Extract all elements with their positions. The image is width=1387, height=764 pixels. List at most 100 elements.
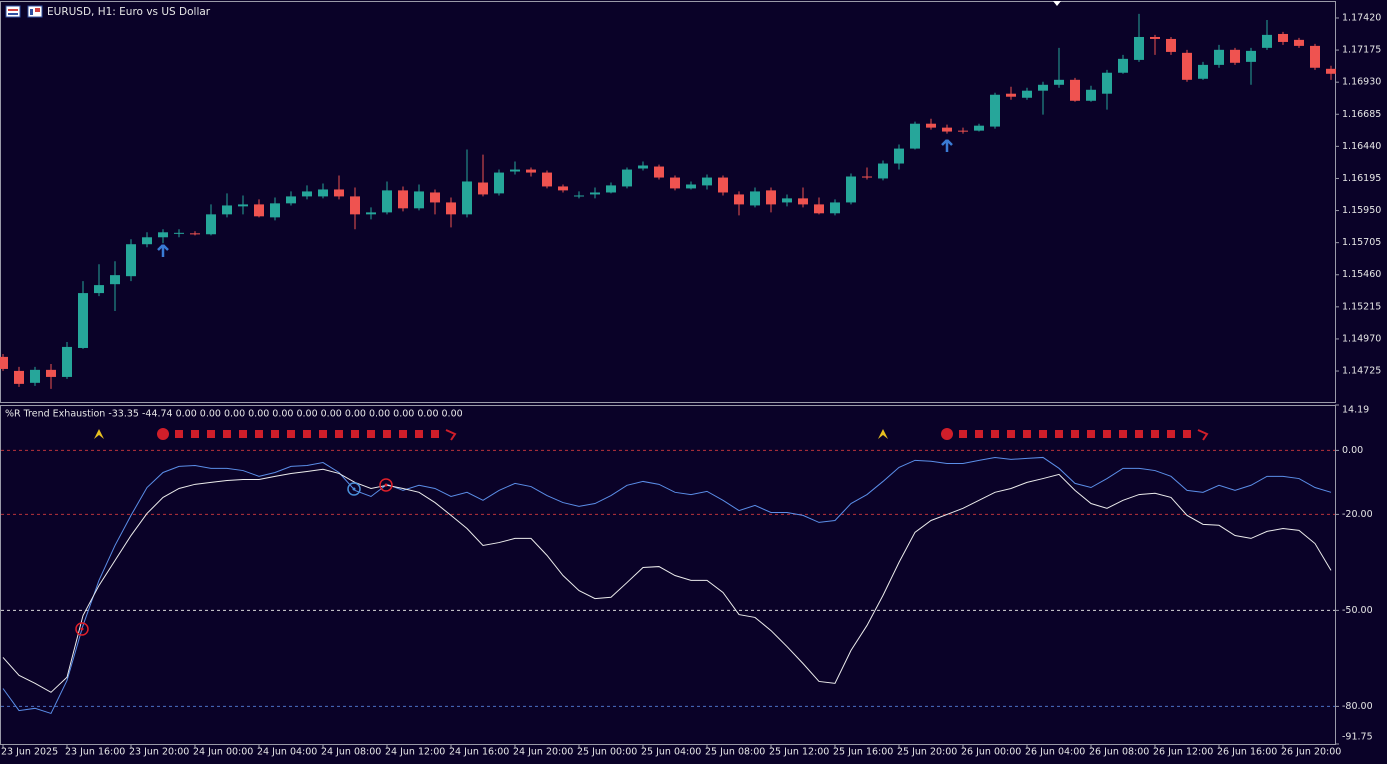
y-tick-label: 1.17420 xyxy=(1342,12,1381,23)
candle-body xyxy=(1326,68,1336,74)
x-tick-label: 23 Jun 20:00 xyxy=(129,747,189,758)
candle-body xyxy=(1118,58,1128,73)
candle-body xyxy=(622,169,632,187)
signal-square xyxy=(1087,430,1095,438)
candle-body xyxy=(606,185,616,193)
candle-body xyxy=(542,172,552,187)
x-tick-label: 23 Jun 2025 xyxy=(1,747,58,758)
y-tick-label: 0.00 xyxy=(1342,445,1363,456)
signal-triangle xyxy=(94,429,104,439)
symbol-icons xyxy=(5,5,43,18)
signal-start xyxy=(941,428,953,440)
signal-square xyxy=(271,430,279,438)
candle-body xyxy=(750,191,760,206)
signal-square xyxy=(975,430,983,438)
candle-body xyxy=(1086,89,1096,101)
indicator-title: %R Trend Exhaustion -33.35 -44.74 0.00 0… xyxy=(5,409,463,420)
candle-body xyxy=(366,212,376,215)
candle-body xyxy=(382,190,392,213)
candle-body xyxy=(318,189,328,197)
signal-square xyxy=(1119,430,1127,438)
cross-signal xyxy=(379,478,393,492)
indicator-line xyxy=(2,468,1332,693)
candle-body xyxy=(1166,38,1176,52)
candle-body xyxy=(1278,33,1288,42)
candle-body xyxy=(190,233,200,235)
x-tick-label: 25 Jun 00:00 xyxy=(577,747,637,758)
candle-body xyxy=(398,190,408,209)
signal-arrow xyxy=(941,139,953,152)
candle-body xyxy=(782,198,792,203)
candle-body xyxy=(910,123,920,149)
x-tick-label: 25 Jun 16:00 xyxy=(833,747,893,758)
candle-body xyxy=(990,94,1000,127)
candle-body xyxy=(670,177,680,189)
candle-body xyxy=(206,214,216,235)
y-tick-label: -91.75 xyxy=(1342,732,1373,743)
cross-signal-dot xyxy=(352,487,356,491)
x-tick-label: 25 Jun 20:00 xyxy=(897,747,957,758)
signal-square xyxy=(335,430,343,438)
signal-square xyxy=(1007,430,1015,438)
y-tick-label: 1.14725 xyxy=(1342,366,1381,377)
candle-body xyxy=(526,169,536,173)
signal-end xyxy=(445,429,457,441)
candle-body xyxy=(494,172,504,194)
candle-body xyxy=(46,369,56,377)
candle-body xyxy=(430,192,440,203)
candle-body xyxy=(590,192,600,195)
candle-body xyxy=(958,130,968,132)
y-tick-label: -50.00 xyxy=(1342,605,1373,616)
shift-marker xyxy=(1053,1,1061,6)
candle-body xyxy=(0,356,8,369)
candle-body xyxy=(1198,64,1208,79)
x-tick-label: 25 Jun 12:00 xyxy=(769,747,829,758)
y-tick-label: 1.15460 xyxy=(1342,269,1381,280)
candle-body xyxy=(974,125,984,131)
y-tick-label: 1.14970 xyxy=(1342,333,1381,344)
x-tick-label: 26 Jun 08:00 xyxy=(1089,747,1149,758)
candle-body xyxy=(1038,84,1048,91)
candle-body xyxy=(78,293,88,348)
y-tick-label: 1.15950 xyxy=(1342,205,1381,216)
candle-body xyxy=(574,195,584,197)
signal-square xyxy=(383,430,391,438)
candle-body xyxy=(1022,90,1032,98)
candle-body xyxy=(414,191,424,209)
y-tick-label: 1.16440 xyxy=(1342,141,1381,152)
cross-signal-dot xyxy=(384,483,388,487)
signal-start xyxy=(157,428,169,440)
candle-body xyxy=(766,190,776,205)
indicator-line xyxy=(2,456,1332,715)
candle-body xyxy=(1262,34,1272,48)
x-tick-label: 24 Jun 00:00 xyxy=(193,747,253,758)
signal-square xyxy=(287,430,295,438)
signal-square xyxy=(239,430,247,438)
candle-body xyxy=(926,123,936,128)
signal-square xyxy=(415,430,423,438)
candle-body xyxy=(638,165,648,169)
signal-triangle xyxy=(878,429,888,439)
candle-body xyxy=(1150,36,1160,39)
cross-signal-dot xyxy=(80,627,84,631)
price-panel xyxy=(0,1,1336,403)
candle-body xyxy=(302,191,312,197)
signal-square xyxy=(351,430,359,438)
signal-square xyxy=(1103,430,1111,438)
candle-body xyxy=(222,205,232,215)
candle-body xyxy=(1214,49,1224,65)
candle-body xyxy=(718,177,728,193)
x-tick-label: 25 Jun 08:00 xyxy=(705,747,765,758)
signal-square xyxy=(319,430,327,438)
signal-square xyxy=(223,430,231,438)
candle-body xyxy=(878,163,888,179)
candle-body xyxy=(846,176,856,203)
signal-square xyxy=(1071,430,1079,438)
candle-body xyxy=(1070,79,1080,101)
x-tick-label: 25 Jun 04:00 xyxy=(641,747,701,758)
signal-square xyxy=(1167,430,1175,438)
candle-body xyxy=(894,148,904,164)
indicator-panel xyxy=(0,405,1336,745)
y-tick-label: 1.17175 xyxy=(1342,45,1381,56)
signal-square xyxy=(191,430,199,438)
